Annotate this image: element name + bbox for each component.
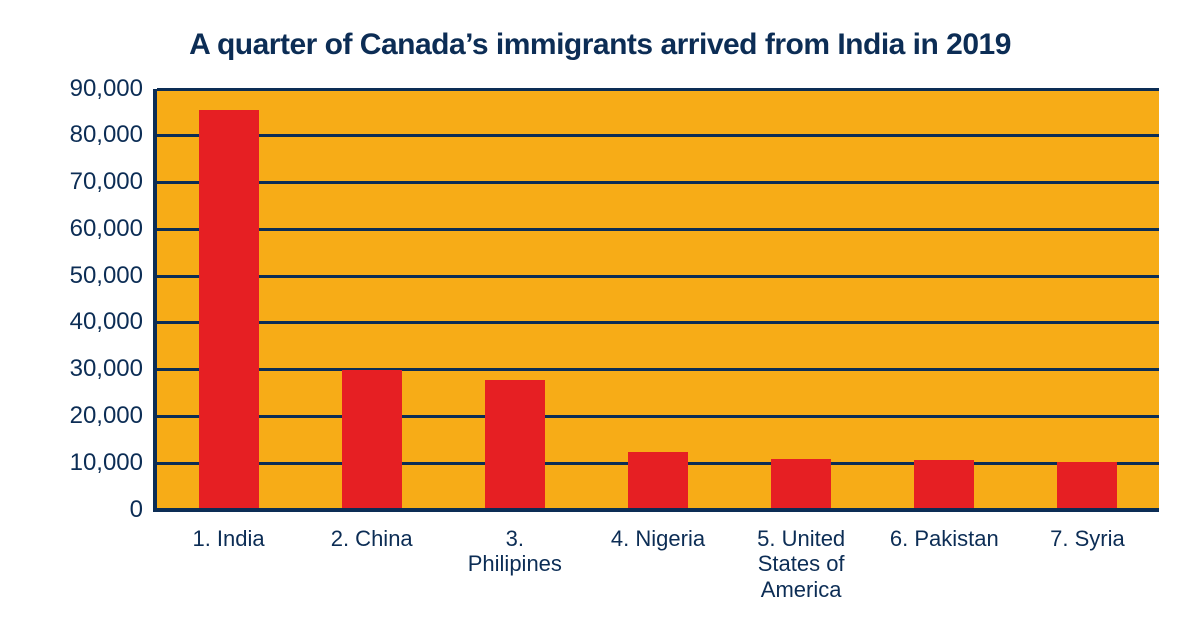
y-tick-label: 80,000 bbox=[43, 121, 143, 149]
bar bbox=[771, 459, 831, 510]
x-tick-label: 6. Pakistan bbox=[874, 526, 1014, 551]
bar bbox=[342, 370, 402, 510]
gridline bbox=[157, 228, 1159, 231]
y-tick-label: 70,000 bbox=[43, 168, 143, 196]
chart-title: A quarter of Canada’s immigrants arrived… bbox=[0, 28, 1200, 62]
bar bbox=[1057, 462, 1117, 510]
gridline bbox=[157, 321, 1159, 324]
x-tick-label: 2. China bbox=[302, 526, 442, 551]
y-tick-label: 50,000 bbox=[43, 262, 143, 290]
chart-plot-area bbox=[157, 89, 1159, 510]
x-axis-line bbox=[153, 508, 1159, 512]
y-axis-line bbox=[153, 89, 157, 512]
gridline bbox=[157, 275, 1159, 278]
gridline bbox=[157, 88, 1159, 91]
y-tick-label: 30,000 bbox=[43, 355, 143, 383]
y-tick-label: 90,000 bbox=[43, 75, 143, 103]
chart-background bbox=[157, 89, 1159, 510]
y-tick-label: 40,000 bbox=[43, 308, 143, 336]
gridline bbox=[157, 181, 1159, 184]
y-tick-label: 60,000 bbox=[43, 215, 143, 243]
x-tick-label: 1. India bbox=[159, 526, 299, 551]
bar bbox=[485, 380, 545, 510]
x-tick-label: 5. United States of America bbox=[731, 526, 871, 602]
x-tick-label: 7. Syria bbox=[1017, 526, 1157, 551]
bar bbox=[199, 110, 259, 510]
x-tick-label: 3. Philipines bbox=[445, 526, 585, 577]
y-tick-label: 10,000 bbox=[43, 449, 143, 477]
gridline bbox=[157, 368, 1159, 371]
y-tick-label: 20,000 bbox=[43, 402, 143, 430]
y-tick-label: 0 bbox=[43, 496, 143, 524]
gridline bbox=[157, 415, 1159, 418]
x-tick-label: 4. Nigeria bbox=[588, 526, 728, 551]
bar bbox=[628, 452, 688, 510]
bar bbox=[914, 460, 974, 510]
gridline bbox=[157, 134, 1159, 137]
page: A quarter of Canada’s immigrants arrived… bbox=[0, 0, 1200, 628]
